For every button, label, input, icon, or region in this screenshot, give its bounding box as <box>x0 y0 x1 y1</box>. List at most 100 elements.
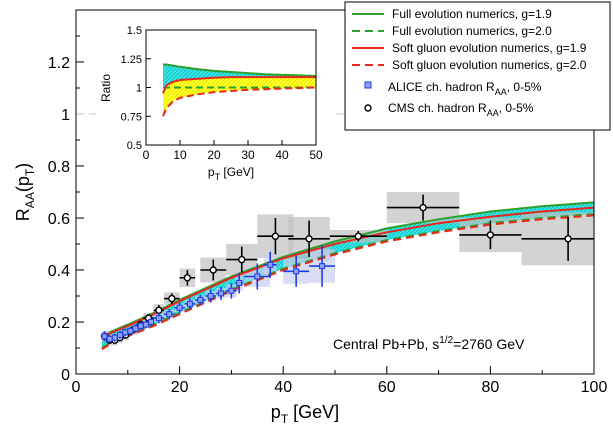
y-tick-label: 0.8 <box>48 159 70 176</box>
y-tick-label: 0.6 <box>48 211 70 228</box>
alice-marker <box>122 329 129 336</box>
cms-marker <box>354 232 363 240</box>
alice-marker <box>106 335 113 342</box>
inset-x-tick-label: 10 <box>173 148 187 162</box>
y-tick-label: 1 <box>61 107 70 124</box>
cms-data-point <box>386 194 460 221</box>
inset-y-tick-label: 1.25 <box>121 54 142 66</box>
alice-data-point <box>137 322 144 330</box>
x-tick-label: 80 <box>482 379 500 396</box>
cms-data-point <box>179 270 196 286</box>
x-tick-label: 40 <box>274 379 292 396</box>
alice-data-point <box>205 289 216 303</box>
alice-data-point <box>142 320 149 329</box>
cms-marker <box>486 231 495 239</box>
x-tick-label: 60 <box>378 379 396 396</box>
legend: Full evolution numerics, g=1.9 Full evolu… <box>352 7 587 118</box>
inset-background <box>96 14 336 182</box>
alice-data-point <box>164 309 175 320</box>
inset-x-tick-label: 40 <box>275 148 289 162</box>
legend-cms-marker <box>364 104 372 112</box>
cms-data-point <box>257 218 294 255</box>
cms-data-point <box>226 246 258 273</box>
alice-marker <box>117 332 124 338</box>
alice-data-point <box>106 335 113 343</box>
cms-data-point <box>329 231 387 242</box>
alice-data-point <box>174 302 185 313</box>
inset-y-label: Ratio <box>99 74 113 102</box>
cms-marker <box>305 235 313 243</box>
inset-x-label: pT [GeV] <box>208 165 254 182</box>
alice-marker <box>293 268 300 275</box>
cms-marker <box>419 203 427 212</box>
alice-data-point <box>309 245 335 287</box>
alice-marker <box>319 263 326 270</box>
main-frame <box>75 9 595 375</box>
alice-marker <box>267 261 274 268</box>
alice-marker <box>101 333 108 340</box>
alice-marker <box>166 311 173 318</box>
cms-data-point <box>288 220 330 257</box>
alice-data-point <box>111 333 118 342</box>
alice-marker <box>186 300 193 307</box>
alice-data-point <box>127 327 134 335</box>
y-tick-label: 1.2 <box>48 55 70 72</box>
alice-marker <box>148 319 155 325</box>
x-tick-label: 20 <box>171 379 189 396</box>
alice-marker <box>197 296 204 303</box>
legend-label-series-3: Soft gluon evolution numerics, g=1.9 <box>392 41 587 55</box>
alice-data-point <box>235 272 244 294</box>
inset-soft-upper-curve <box>162 76 316 94</box>
cms-data-point <box>200 259 227 281</box>
alice-data-point <box>226 283 237 299</box>
y-tick-label: 0 <box>61 367 70 384</box>
cms-data-point <box>521 216 594 261</box>
cms-marker <box>209 266 217 274</box>
y-tick-label: 0.2 <box>48 315 70 332</box>
inset-soft-lower-curve <box>162 86 316 117</box>
alice-data-point <box>101 331 108 342</box>
alice-marker <box>176 304 183 311</box>
x-axis-label: pT [GeV] <box>271 402 339 426</box>
alice-data-point <box>148 318 155 326</box>
inset-full-upper-curve <box>163 63 316 77</box>
inset-y-tick-label: 0.75 <box>121 111 142 123</box>
inset-axes: 0 10 20 30 40 50 0.5 0.75 1 1.25 1.5 <box>121 25 323 162</box>
legend-alice-marker <box>364 81 372 89</box>
alice-data-point <box>122 328 129 337</box>
y-tick-label: 0.4 <box>48 263 70 280</box>
inset-y-tick-label: 1.5 <box>127 25 142 37</box>
alice-data-point <box>244 263 271 290</box>
cms-data-point <box>459 220 522 250</box>
legend-label-series-2: Full evolution numerics, g=2.0 <box>392 24 552 38</box>
legend-label-series-4: Soft gluon evolution numerics, g=2.0 <box>392 58 587 72</box>
cms-data-point <box>164 293 180 304</box>
legend-label-series-1: Full evolution numerics, g=1.9 <box>392 7 552 21</box>
alice-marker <box>254 273 261 280</box>
alice-data-point <box>195 294 206 306</box>
inset-x-tick-label: 30 <box>241 148 255 162</box>
inset-y-tick-label: 0.5 <box>127 140 142 152</box>
cms-marker <box>168 294 176 303</box>
main-plot-area <box>76 113 594 351</box>
inset-x-tick-label: 0 <box>143 148 150 162</box>
collision-annotation: Central Pb+Pb, s1/2=2760 GeV <box>333 335 525 352</box>
alice-data-point <box>117 331 124 339</box>
cms-marker <box>155 306 163 314</box>
inset-x-tick-label: 20 <box>207 148 221 162</box>
alice-marker <box>236 280 243 286</box>
legend-box <box>344 1 611 131</box>
cms-marker <box>564 235 572 243</box>
inset-y-tick-label: 1 <box>136 83 142 95</box>
legend-label-cms: CMS ch. hadron RAA, 0-5% <box>388 101 534 118</box>
cms-marker <box>238 255 246 264</box>
alice-data-point <box>263 251 277 278</box>
alice-data-point <box>283 255 310 287</box>
x-tick-label: 0 <box>72 379 81 396</box>
alice-marker <box>132 325 139 332</box>
legend-label-alice: ALICE ch. hadron RAA, 0-5% <box>388 80 542 97</box>
alice-marker <box>207 293 214 299</box>
y-axis-label: RAA(pT) <box>13 163 37 221</box>
